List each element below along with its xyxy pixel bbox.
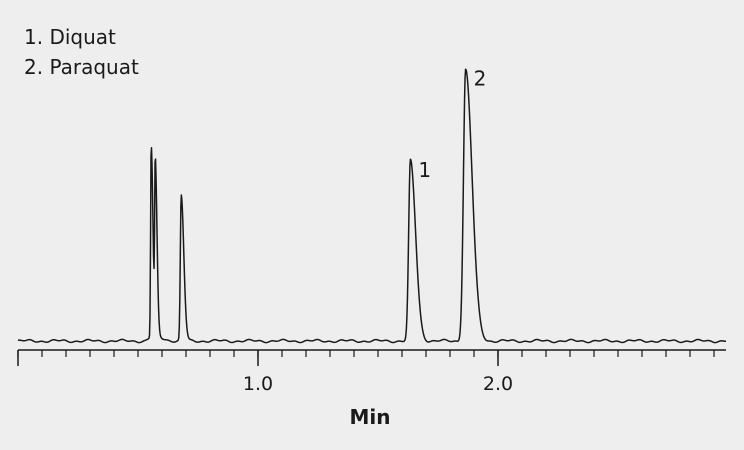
x-tick-label: 1.0 bbox=[243, 373, 273, 395]
legend-entry-paraquat: 2. Paraquat bbox=[24, 55, 139, 79]
tick-labels: 1.0 2.0 bbox=[243, 373, 513, 395]
peak-label: 1 bbox=[418, 158, 431, 182]
x-tick-label: 2.0 bbox=[483, 373, 513, 395]
legend-entry-diquat: 1. Diquat bbox=[24, 25, 116, 49]
minor-ticks bbox=[17, 350, 715, 366]
x-axis-title: Min bbox=[350, 405, 391, 429]
chromatogram-trace bbox=[17, 68, 727, 344]
legend: 1. Diquat 2. Paraquat bbox=[24, 22, 139, 82]
major-ticks bbox=[257, 350, 499, 366]
peak-label: 2 bbox=[474, 66, 487, 90]
peak-labels: 12 bbox=[418, 66, 486, 181]
